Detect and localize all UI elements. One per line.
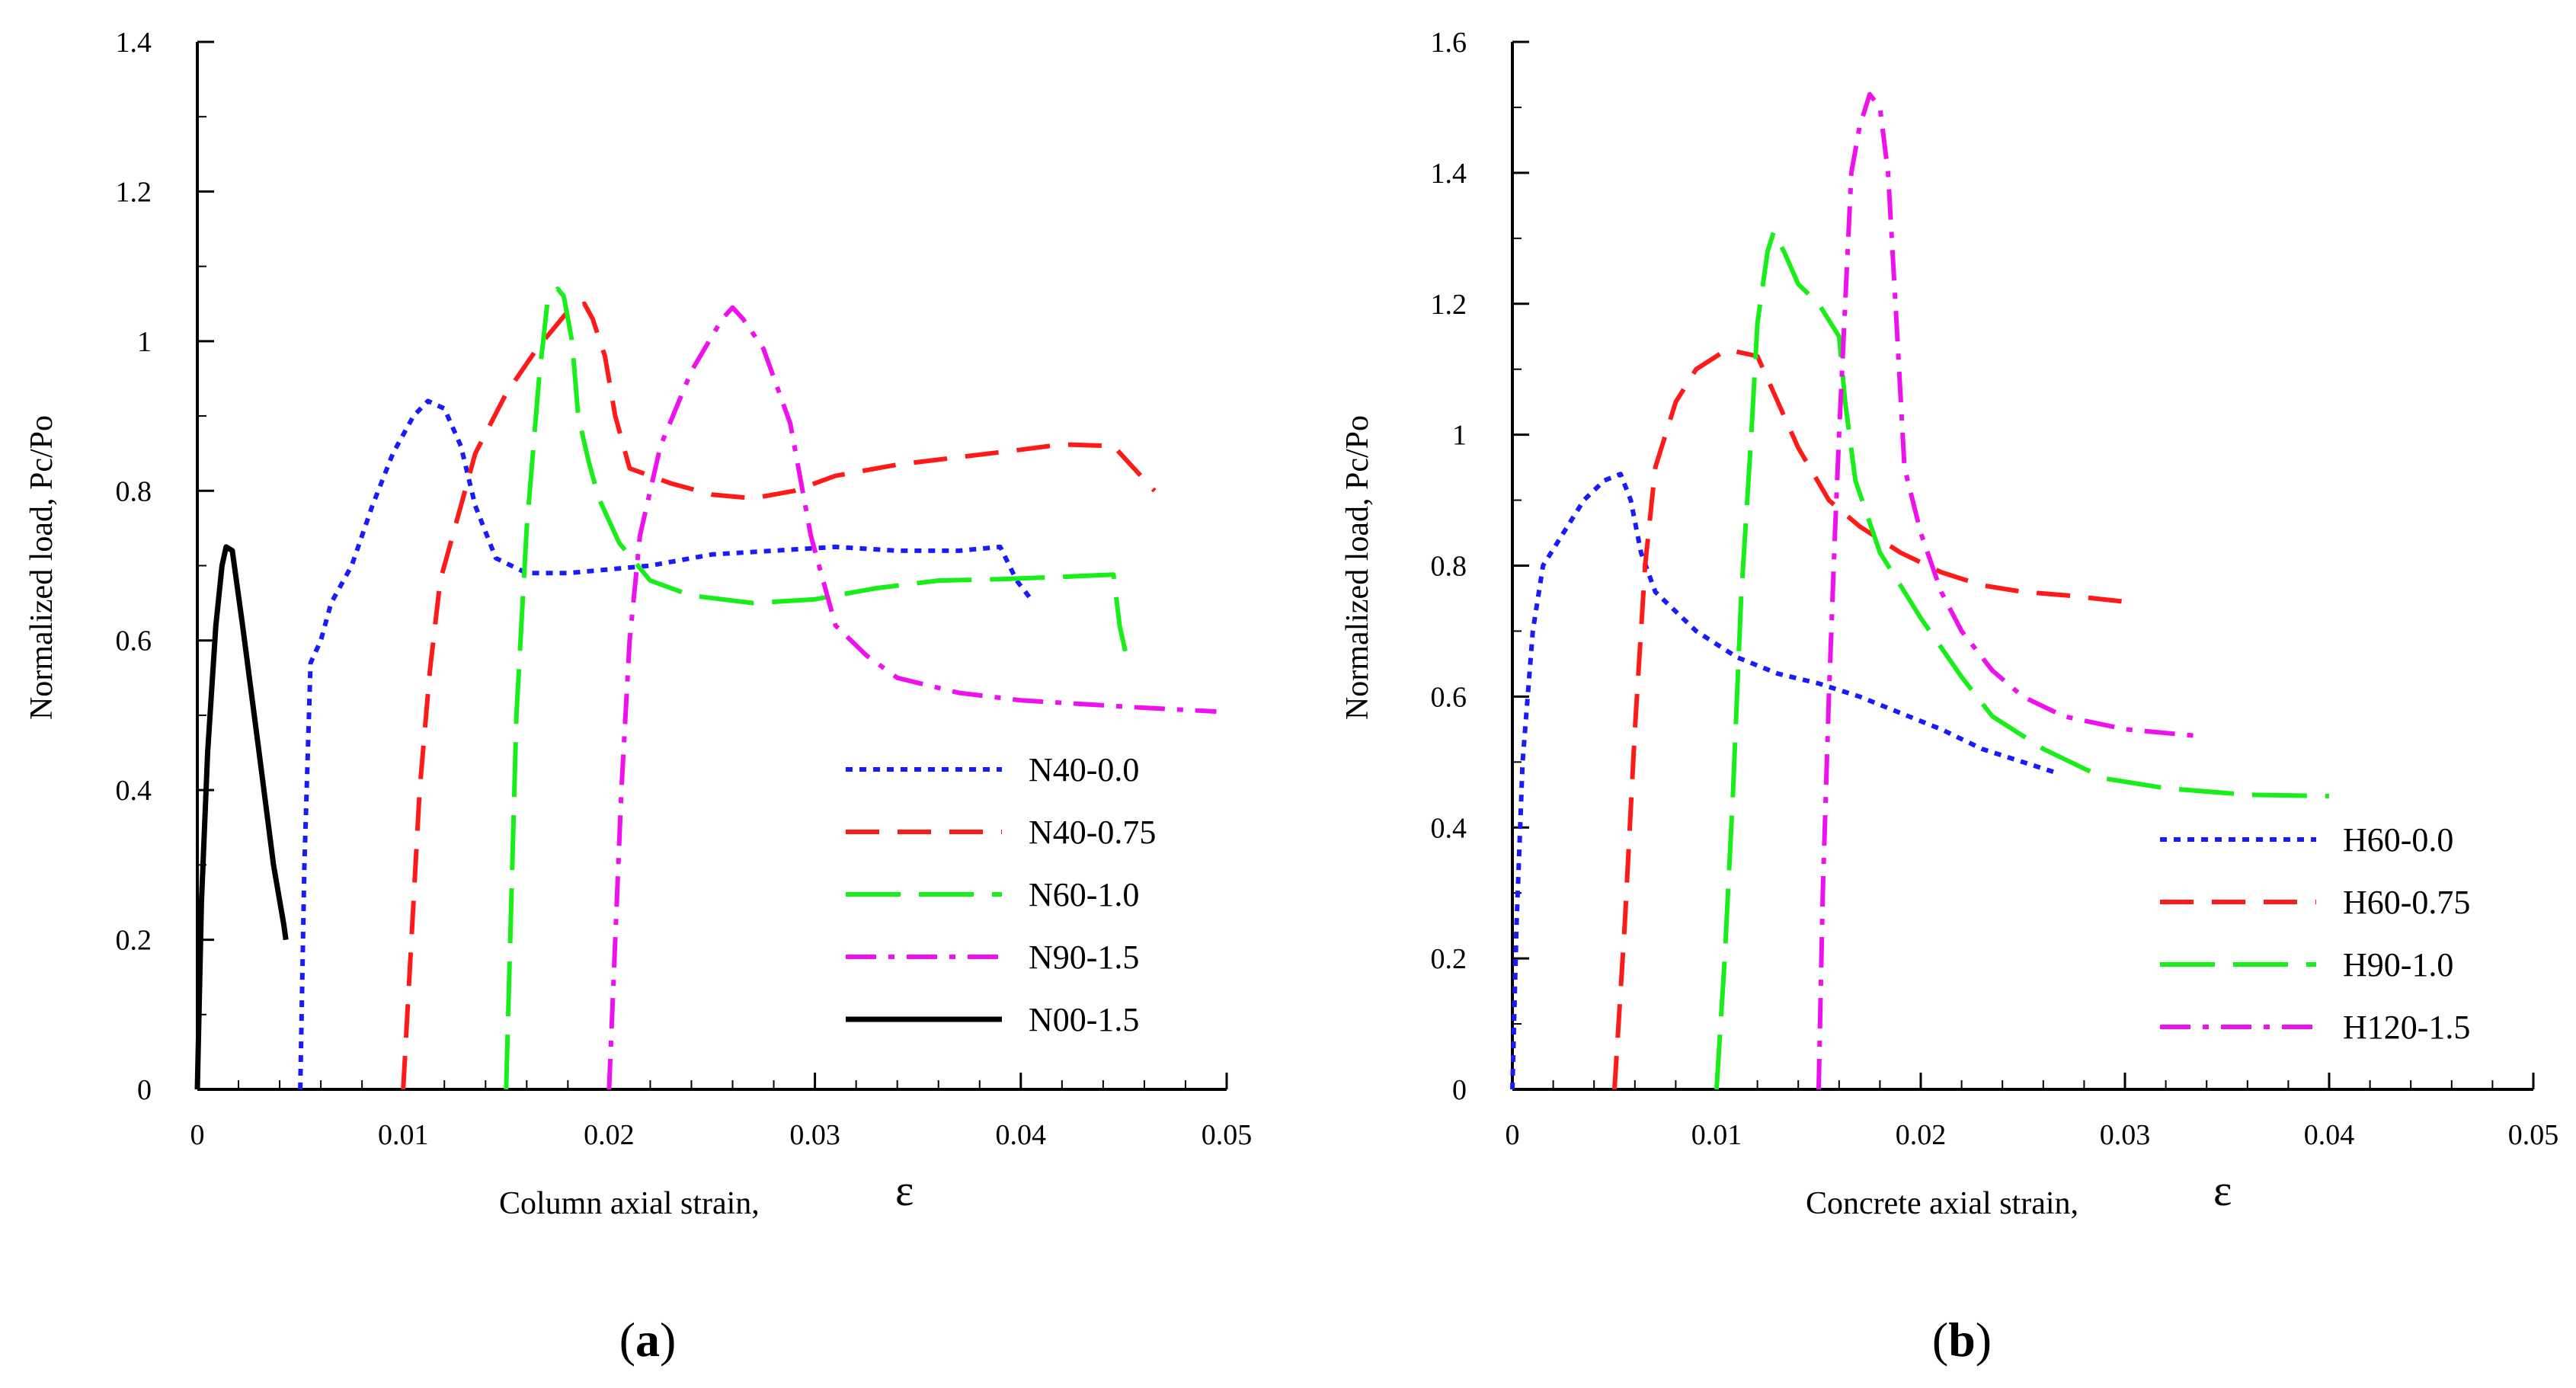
x-tick-label-a-5: 0.05 bbox=[1202, 1119, 1253, 1151]
chart-panel-b: 0 0.01 0.02 0.03 0.04 0.05 0 0.2 0.4 0.6 0.8 1 1.2 1.… bbox=[1340, 27, 2558, 1367]
y-tick-label-a-7: 1.4 bbox=[116, 27, 152, 59]
series-line-h90-1-0 bbox=[1714, 229, 2330, 1090]
y-tick-label-b-7: 1.4 bbox=[1431, 158, 1467, 190]
y-tick-label-a-5: 1 bbox=[137, 326, 152, 358]
y-tick-label-b-0: 0 bbox=[1452, 1074, 1467, 1106]
x-axis-label-b: Concrete axial strain, bbox=[1806, 1186, 2078, 1221]
legend-label-n40-0-0: N40-0.0 bbox=[1029, 751, 1139, 788]
y-tick-label-a-1: 0.2 bbox=[116, 925, 152, 957]
y-tick-label-b-3: 0.6 bbox=[1431, 681, 1467, 713]
x-axis-label-b-text: Concrete axial strain, bbox=[1806, 1186, 2078, 1221]
x-axis-symbol-b: ε bbox=[2213, 1166, 2232, 1215]
x-tick-label-a-3: 0.03 bbox=[789, 1119, 840, 1151]
tick-marks-a: 0 0.01 0.02 0.03 0.04 0.05 0 0.2 0.4 0.6 0.8 1 1.2 1.… bbox=[116, 27, 1253, 1151]
panel-label-a-open: ( bbox=[619, 1313, 635, 1367]
panel-label-b-open: ( bbox=[1932, 1313, 1948, 1367]
series-group-a bbox=[194, 286, 1217, 1090]
legend-label-h90-1-0: H90-1.0 bbox=[2343, 946, 2453, 983]
legend-label-n40-0-75: N40-0.75 bbox=[1029, 814, 1156, 851]
y-tick-label-b-5: 1 bbox=[1452, 420, 1467, 452]
series-line-n60-1-0 bbox=[504, 286, 1131, 1090]
panel-label-a: (a) bbox=[619, 1313, 677, 1367]
x-tick-label-b-0: 0 bbox=[1506, 1119, 1520, 1151]
series-line-h60-0-0 bbox=[1510, 472, 2055, 1090]
legend-label-h60-0-0: H60-0.0 bbox=[2343, 821, 2453, 859]
legend-b: H60-0.0 H60-0.75 H90-1.0 H120-1.5 bbox=[2160, 821, 2470, 1046]
series-line-h60-0-75 bbox=[1612, 347, 2126, 1090]
x-tick-label-b-3: 0.03 bbox=[2100, 1119, 2151, 1151]
y-tick-label-b-1: 0.2 bbox=[1431, 943, 1467, 975]
y-tick-label-a-2: 0.4 bbox=[116, 775, 152, 807]
legend-a: N40-0.0 N40-0.75 N60-1.0 N90-1.5 N00-1.5 bbox=[846, 751, 1156, 1038]
series-line-n40-0-0 bbox=[298, 398, 1033, 1090]
y-tick-label-a-0: 0 bbox=[137, 1074, 152, 1106]
x-tick-label-b-4: 0.04 bbox=[2304, 1119, 2355, 1151]
y-axis-label-a: Normalized load, Pc/Po bbox=[24, 415, 59, 720]
y-tick-label-b-4: 0.8 bbox=[1431, 551, 1467, 583]
y-axis-label-b: Normalized load, Pc/Po bbox=[1340, 415, 1375, 720]
series-group-b bbox=[1510, 91, 2330, 1090]
y-tick-label-b-2: 0.4 bbox=[1431, 812, 1467, 844]
legend-label-n00-1-5: N00-1.5 bbox=[1029, 1001, 1139, 1038]
x-axis-symbol-a: ε bbox=[895, 1166, 914, 1215]
x-axis-label-a-text: Column axial strain, bbox=[499, 1186, 760, 1221]
tick-marks-b: 0 0.01 0.02 0.03 0.04 0.05 0 0.2 0.4 0.6 0.8 1 1.2 1.… bbox=[1431, 27, 2559, 1151]
x-tick-label-b-2: 0.02 bbox=[1896, 1119, 1947, 1151]
legend-label-h60-0-75: H60-0.75 bbox=[2343, 884, 2470, 921]
panel-label-b-close: ) bbox=[1976, 1313, 1992, 1367]
y-tick-label-a-6: 1.2 bbox=[116, 176, 152, 208]
panel-label-a-close: ) bbox=[660, 1313, 676, 1367]
series-line-n40-0-75 bbox=[401, 301, 1157, 1090]
x-tick-label-b-1: 0.01 bbox=[1691, 1119, 1742, 1151]
legend-label-n60-1-0: N60-1.0 bbox=[1029, 876, 1139, 913]
x-axis-label-a: Column axial strain, bbox=[499, 1186, 760, 1221]
x-tick-label-a-1: 0.01 bbox=[378, 1119, 429, 1151]
y-tick-label-a-4: 0.8 bbox=[116, 475, 152, 507]
legend-label-n90-1-5: N90-1.5 bbox=[1029, 939, 1139, 976]
series-line-h120-1-5 bbox=[1816, 91, 2197, 1090]
y-tick-label-b-8: 1.6 bbox=[1431, 27, 1467, 59]
series-line-n00-1-5 bbox=[194, 544, 289, 1090]
x-tick-label-b-5: 0.05 bbox=[2508, 1119, 2559, 1151]
y-tick-label-a-3: 0.6 bbox=[116, 625, 152, 657]
x-tick-label-a-2: 0.02 bbox=[584, 1119, 635, 1151]
legend-label-h120-1-5: H120-1.5 bbox=[2343, 1009, 2470, 1046]
y-tick-label-b-6: 1.2 bbox=[1431, 289, 1467, 321]
series-line-n90-1-5 bbox=[606, 305, 1217, 1090]
chart-panel-a: 0 0.01 0.02 0.03 0.04 0.05 0 0.2 0.4 0.6 0.8 1 1.2 1.… bbox=[24, 27, 1252, 1367]
panel-label-b: (b) bbox=[1932, 1313, 1992, 1367]
panel-label-a-letter: a bbox=[635, 1313, 660, 1367]
panel-label-b-letter: b bbox=[1948, 1313, 1976, 1367]
x-tick-label-a-4: 0.04 bbox=[996, 1119, 1047, 1151]
x-tick-label-a-0: 0 bbox=[190, 1119, 205, 1151]
